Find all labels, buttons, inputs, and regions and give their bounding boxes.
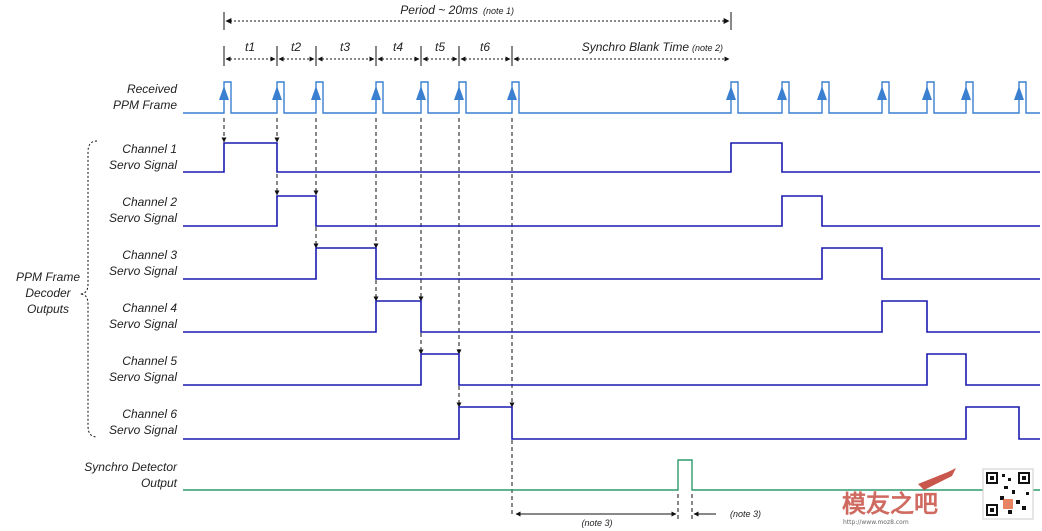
period-label: Period ~ 20ms — [400, 3, 478, 17]
row-labels: Received PPM Frame Channel 1 Servo Signa… — [16, 82, 178, 490]
interval-t3: t3 — [340, 40, 350, 54]
period-note: (note 1) — [483, 6, 514, 16]
ch6-label-2: Servo Signal — [109, 423, 177, 437]
received-label-2: PPM Frame — [113, 98, 177, 112]
ch5-label-1: Channel 5 — [122, 354, 177, 368]
channel-6-signal — [183, 406, 1040, 440]
interval-t4: t4 — [393, 40, 403, 54]
channel-1-signal — [183, 142, 1040, 173]
note3-label-left: (note 3) — [581, 518, 612, 528]
interval-markers: t1 t2 t3 t4 t5 t6 Synchro Blank Time (no… — [223, 40, 730, 66]
ch2-label-2: Servo Signal — [109, 211, 177, 225]
trigger-lines — [221, 118, 515, 515]
channel-4-signal — [183, 300, 1040, 333]
ch1-label-1: Channel 1 — [122, 142, 177, 156]
interval-t5: t5 — [435, 40, 445, 54]
watermark: 模友之吧 http://www.moz8.com — [842, 468, 1034, 526]
channel-2-signal — [183, 195, 1040, 227]
decoder-brace — [79, 140, 98, 438]
synchro-label-1: Synchro Detector — [84, 460, 178, 474]
interval-t1: t1 — [245, 40, 255, 54]
blank-time-note: (note 2) — [692, 43, 723, 53]
period-annotation: Period ~ 20ms (note 1) — [223, 3, 732, 30]
ppm-frame-signal — [183, 81, 1040, 114]
ch5-label-2: Servo Signal — [109, 370, 177, 384]
decoder-label-3: Outputs — [27, 302, 69, 316]
synchro-label-2: Output — [141, 476, 178, 490]
decoder-label-2: Decoder — [25, 286, 71, 300]
interval-t2: t2 — [291, 40, 301, 54]
channel-3-signal — [183, 247, 1040, 280]
decoder-label-1: PPM Frame — [16, 270, 80, 284]
watermark-url: http://www.moz8.com — [843, 519, 909, 526]
plane-icon — [918, 468, 956, 490]
ch2-label-1: Channel 2 — [122, 195, 177, 209]
blank-time-label: Synchro Blank Time — [582, 40, 690, 54]
note3-annotation: (note 3) (note 3) — [515, 494, 761, 528]
qr-code-icon — [982, 468, 1034, 520]
channel-5-signal — [183, 353, 1040, 386]
ch1-label-2: Servo Signal — [109, 158, 177, 172]
ch3-label-2: Servo Signal — [109, 264, 177, 278]
ch4-label-2: Servo Signal — [109, 317, 177, 331]
ch6-label-1: Channel 6 — [122, 407, 177, 421]
watermark-text: 模友之吧 — [842, 490, 938, 518]
interval-t6: t6 — [480, 40, 490, 54]
ch4-label-1: Channel 4 — [122, 301, 177, 315]
received-label-1: Received — [127, 82, 177, 96]
synchro-signal — [183, 459, 1040, 491]
ch3-label-1: Channel 3 — [122, 248, 177, 262]
note3-label-right: (note 3) — [730, 509, 761, 519]
